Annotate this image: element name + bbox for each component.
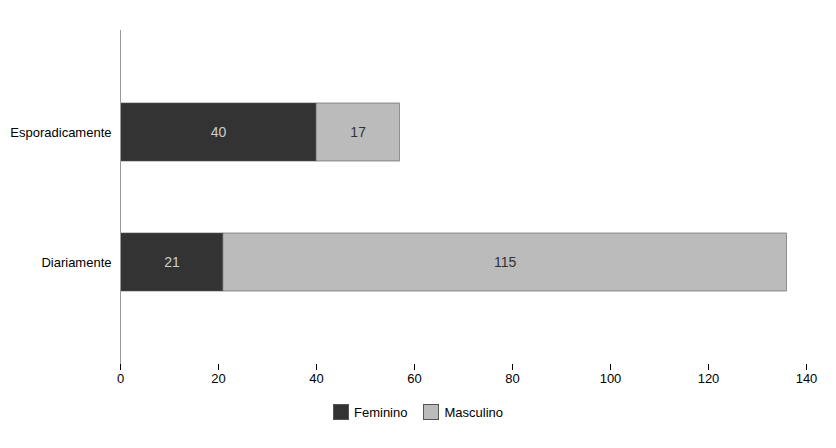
svg-text:20: 20 <box>211 371 225 386</box>
svg-text:80: 80 <box>505 371 519 386</box>
svg-text:40: 40 <box>309 371 323 386</box>
svg-text:Esporadicamente: Esporadicamente <box>10 125 111 140</box>
svg-text:0: 0 <box>117 371 124 386</box>
svg-text:60: 60 <box>407 371 421 386</box>
svg-text:40: 40 <box>211 124 227 140</box>
svg-text:115: 115 <box>494 254 517 270</box>
svg-text:100: 100 <box>600 371 622 386</box>
svg-text:17: 17 <box>350 124 366 140</box>
html-text:Feminino: Feminino <box>354 404 408 420</box>
svg-text:140: 140 <box>796 371 818 386</box>
svg-text:21: 21 <box>164 254 180 270</box>
html-text:Masculino: Masculino <box>444 404 503 420</box>
svg-text:120: 120 <box>698 371 720 386</box>
svg-text:Diariamente: Diariamente <box>41 255 111 270</box>
